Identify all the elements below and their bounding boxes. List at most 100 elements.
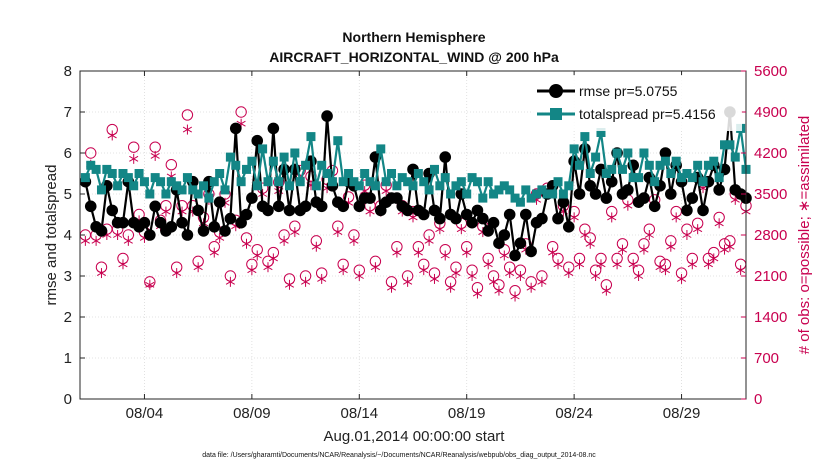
obs-assimilated-point [628,259,638,270]
obs-assimilated-point [386,282,397,293]
asterisk-stroke [408,214,418,221]
asterisk-stroke [317,275,327,282]
y-right-tick-label: 1400 [754,309,787,326]
obs-assimilated-point [693,224,703,235]
rmse-point [391,192,403,204]
obs-assimilated-point [209,247,219,258]
totalspread-point [677,173,687,183]
totalspread-point [639,148,649,158]
totalspread-point [80,173,90,183]
asterisk-stroke [107,132,117,139]
obs-assimilated-point [215,232,225,243]
obs-assimilated-point [639,244,649,255]
totalspread-point [193,189,203,199]
rmse-point [503,208,516,221]
asterisk-stroke [628,261,638,268]
obs-assimilated-point [499,250,509,261]
obs-assimilated-point [241,238,252,249]
asterisk-stroke [209,249,219,256]
asterisk-stroke [91,237,101,244]
rmse-point [299,200,312,213]
totalspread-point [188,185,198,195]
asterisk-stroke [129,155,139,162]
totalspread-point [199,181,209,191]
totalspread-point [660,156,670,166]
asterisk-stroke [102,232,112,238]
y-right-tick-label: 3500 [754,186,787,203]
rmse-point [434,212,446,225]
obs-assimilated-point [370,262,380,273]
asterisk-stroke [424,237,434,244]
asterisk-stroke [311,243,321,250]
totalspread-point [483,177,493,187]
asterisk-stroke [617,246,628,253]
y-tick-label: 8 [64,63,72,80]
obs-assimilated-point [488,276,499,287]
totalspread-point [290,148,300,158]
totalspread-point [601,169,611,178]
obs-assimilated-point [505,268,515,279]
obs-assimilated-point [247,265,257,276]
asterisk-stroke [392,249,402,256]
rmse-point [364,192,376,204]
totalspread-point [537,185,547,195]
y-right-tick-label: 4900 [754,104,787,121]
totalspread-point [693,160,703,170]
obs-assimilated-point [145,279,155,290]
obs-possible-point [128,141,140,153]
asterisk-stroke [515,273,526,279]
y-tick-label: 7 [64,104,72,121]
chart-title: Northern Hemisphere [342,29,485,45]
rmse-point [240,208,253,221]
obs-assimilated-point [483,259,493,270]
totalspread-point [429,164,439,174]
rmse-point [665,188,677,200]
totalspread-point [145,189,155,199]
obs-assimilated-point [193,262,203,273]
y-tick-label: 5 [64,186,72,203]
obs-assimilated-point [601,285,611,296]
x-tick-label: 08/09 [233,405,271,422]
asterisk-stroke [601,287,611,294]
rmse-point [84,200,97,213]
rmse-point [251,134,264,147]
totalspread-point [725,140,735,150]
totalspread-point [225,152,235,162]
data-file-footnote: data file: /Users/gharamti/Documents/NCA… [202,452,596,459]
totalspread-point [548,189,558,199]
totalspread-point [338,177,348,187]
obs-assimilated-point [591,271,601,281]
totalspread-point [730,152,740,162]
rmse-point [154,216,167,229]
x-axis-label: Aug.01,2014 00:00:00 start [324,428,506,445]
totalspread-point [123,173,133,183]
obs-assimilated-point [451,268,461,279]
asterisk-stroke [472,290,483,297]
rmse-point [589,188,602,200]
asterisk-stroke [623,202,633,209]
legend-rmse-marker [549,84,563,98]
totalspread-point [644,160,654,170]
asterisk-stroke [607,214,617,221]
asterisk-stroke [80,237,90,244]
asterisk-stroke [537,278,547,285]
totalspread-point [526,193,536,203]
obs-assimilated-point [107,130,117,141]
asterisk-stroke [467,273,477,279]
totalspread-point [344,169,354,178]
totalspread-point [365,177,375,187]
rmse-point [600,192,613,204]
obs-assimilated-point [676,273,687,284]
x-tick-label: 08/04 [126,405,164,422]
rmse-point [622,184,634,196]
asterisk-stroke [693,226,703,233]
obs-assimilated-point [338,265,348,276]
obs-assimilated-point [279,235,289,246]
y-tick-label: 2 [64,309,72,326]
asterisk-stroke [349,237,359,244]
obs-assimilated-point [91,235,101,246]
obs-assimilated-point [494,285,504,296]
rmse-point [498,229,511,241]
totalspread-point [515,197,525,207]
